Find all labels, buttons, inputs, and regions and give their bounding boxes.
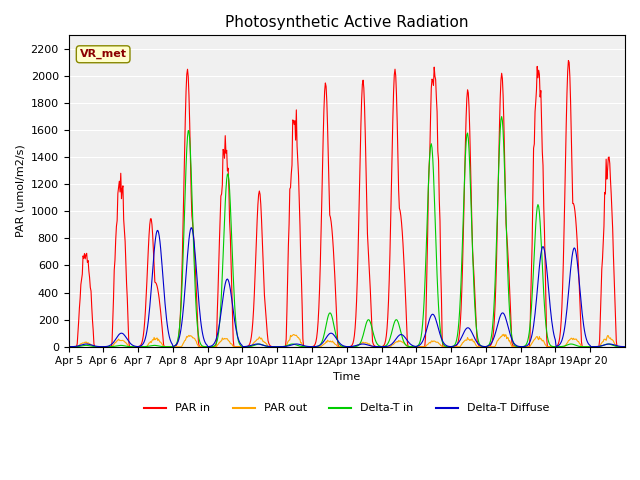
- Text: VR_met: VR_met: [79, 49, 127, 60]
- Title: Photosynthetic Active Radiation: Photosynthetic Active Radiation: [225, 15, 468, 30]
- X-axis label: Time: Time: [333, 372, 360, 382]
- Y-axis label: PAR (umol/m2/s): PAR (umol/m2/s): [15, 144, 25, 238]
- Legend: PAR in, PAR out, Delta-T in, Delta-T Diffuse: PAR in, PAR out, Delta-T in, Delta-T Dif…: [140, 399, 554, 418]
